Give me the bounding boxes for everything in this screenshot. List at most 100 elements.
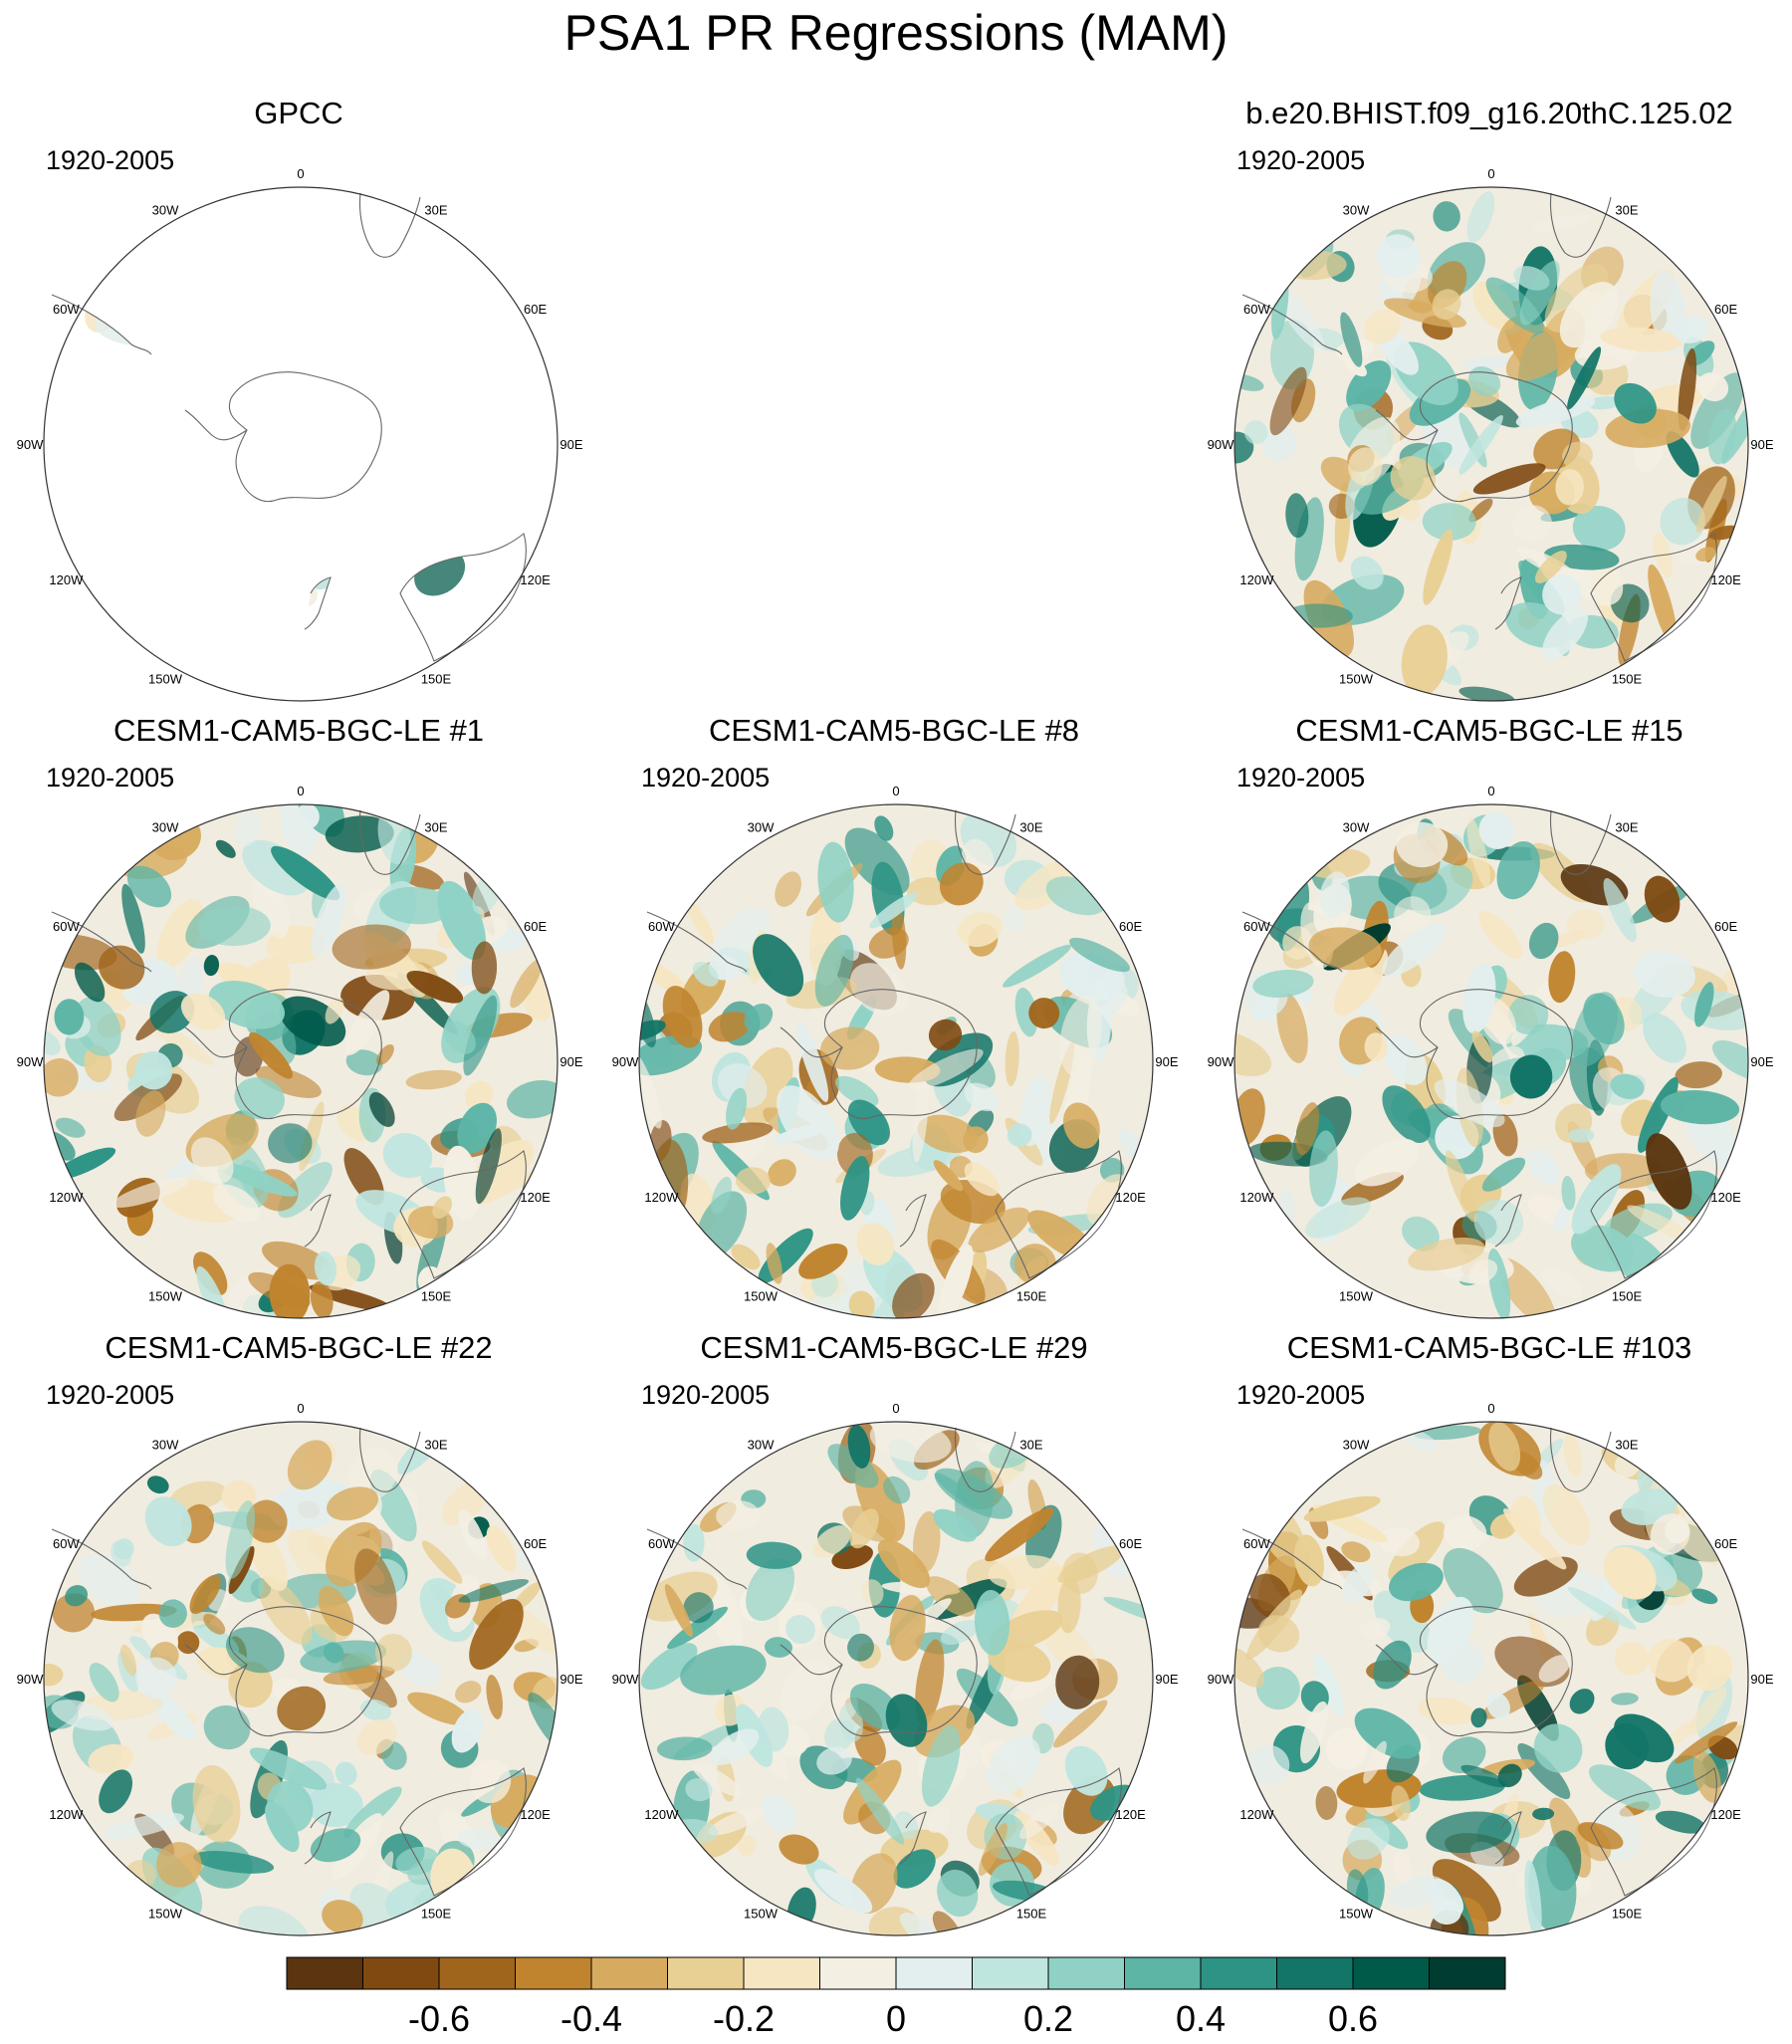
longitude-label: 150E (1016, 1289, 1047, 1304)
longitude-label: 60W (53, 919, 80, 934)
colorbar-swatch (1429, 1956, 1506, 1990)
longitude-label: 30W (1343, 819, 1370, 834)
field-contour (1373, 1640, 1412, 1690)
longitude-label: 90E (560, 1672, 582, 1687)
longitude-label: 0 (1487, 1401, 1494, 1416)
field-contour (234, 810, 262, 847)
colorbar-swatch (286, 1956, 363, 1990)
longitude-label: 120E (1710, 1190, 1741, 1205)
field-contour (708, 1807, 766, 1836)
field-contour (135, 1090, 166, 1137)
field-contour (1376, 234, 1421, 279)
field-contour (52, 1593, 96, 1633)
field-contour (1586, 396, 1622, 410)
field-contour (939, 862, 984, 906)
field-contour (1603, 878, 1637, 943)
field-contour (937, 1869, 979, 1918)
field-contour (913, 1510, 941, 1573)
colorbar-swatch (743, 1956, 820, 1990)
field-contour (126, 865, 172, 908)
field-contour (382, 1133, 433, 1179)
colorbar-swatch (590, 1956, 668, 1990)
field-contour (1005, 904, 1025, 933)
field-contour (717, 1063, 768, 1108)
field-contour (421, 1540, 463, 1584)
field-contour (917, 1114, 979, 1154)
field-contour (639, 1051, 662, 1129)
panel-title: CESM1-CAM5-BGC-LE #8 (708, 713, 1080, 748)
longitude-label: 90E (1750, 437, 1773, 452)
coastlines (1241, 809, 1717, 1279)
field-contour (1533, 214, 1592, 232)
longitude-label: 150E (421, 1907, 452, 1922)
longitude-label: 30W (152, 819, 179, 834)
colorbar-tick-label: -0.2 (713, 1998, 775, 2039)
field-contour (1299, 1701, 1328, 1764)
field-contour (1423, 529, 1454, 605)
field-contour (1019, 1803, 1060, 1840)
polar-map: 030E60E90E120E150E180150W120W90W60W30W (612, 784, 1179, 1319)
colorbar-swatch (1047, 1956, 1125, 1990)
field-contour (1561, 1175, 1576, 1211)
field-contour (99, 1769, 133, 1814)
field-contour (893, 1849, 936, 1889)
field-contour (432, 1196, 453, 1220)
field-contour (1062, 1102, 1100, 1149)
field-contour (915, 1639, 945, 1725)
field-contour (988, 1640, 1051, 1683)
longitude-label: 120E (1710, 572, 1741, 587)
field-contour (856, 1223, 895, 1265)
colorbar-swatch (667, 1956, 745, 1990)
longitude-label: 120W (1239, 1190, 1274, 1205)
longitude-label: 30W (1343, 202, 1370, 217)
field-contour (1255, 1667, 1300, 1710)
field-contour (112, 1177, 189, 1208)
field-contour (849, 1508, 879, 1549)
longitude-label: 150W (1339, 1907, 1374, 1922)
field-contour (1614, 1713, 1675, 1763)
panel-title: CESM1-CAM5-BGC-LE #103 (1286, 1330, 1692, 1365)
field-contour (987, 1735, 1041, 1794)
field-contour (957, 912, 1003, 948)
field-contour (737, 1834, 757, 1857)
longitude-label: 30E (1615, 819, 1638, 834)
longitude-label: 60E (1714, 919, 1737, 934)
field-contour (1392, 1850, 1412, 1885)
field-contour (1458, 415, 1503, 475)
polar-map: 030E60E90E120E150E180150W120W90W60W30W (17, 166, 583, 702)
field-contour (1348, 447, 1383, 486)
field-contour (1496, 840, 1540, 900)
field-contour (379, 886, 453, 925)
field-contour (228, 1661, 273, 1708)
longitude-label: 150W (1339, 1289, 1374, 1304)
colorbar-svg: -0.6 -0.4 -0.2 0 0.2 0.4 0.6 (286, 1956, 1506, 2039)
longitude-label: 120W (644, 1807, 679, 1822)
longitude-label: 90W (17, 1054, 44, 1069)
field-contour (869, 892, 918, 929)
field-contour (1396, 821, 1449, 868)
field-contour (443, 1021, 476, 1054)
field-contour (680, 1645, 767, 1696)
field-contour (711, 1176, 733, 1215)
longitude-label: 120E (520, 572, 551, 587)
field-contour (405, 1069, 462, 1090)
field-contour (664, 1584, 693, 1638)
field-contour (1350, 556, 1384, 590)
field-contour (1341, 1541, 1371, 1563)
field-contour (1481, 1157, 1526, 1192)
field-contour (1478, 911, 1522, 959)
field-contour (746, 1557, 795, 1622)
field-contour (463, 995, 498, 1076)
polar-map: 030E60E90E120E150E180150W120W90W60W30W (1208, 784, 1774, 1319)
field-contour (1695, 547, 1716, 562)
field-contour (354, 1548, 397, 1625)
panel-title: CESM1-CAM5-BGC-LE #29 (700, 1330, 1088, 1365)
colorbar-tick-label: 0.4 (1176, 1998, 1226, 2039)
field-contour (203, 1704, 251, 1750)
field-contour (1276, 992, 1308, 1063)
field-contour (1354, 1707, 1422, 1759)
field-contour (121, 883, 145, 954)
field-contour (685, 1778, 713, 1802)
field-contour (197, 905, 271, 947)
field-contour (1382, 923, 1448, 977)
